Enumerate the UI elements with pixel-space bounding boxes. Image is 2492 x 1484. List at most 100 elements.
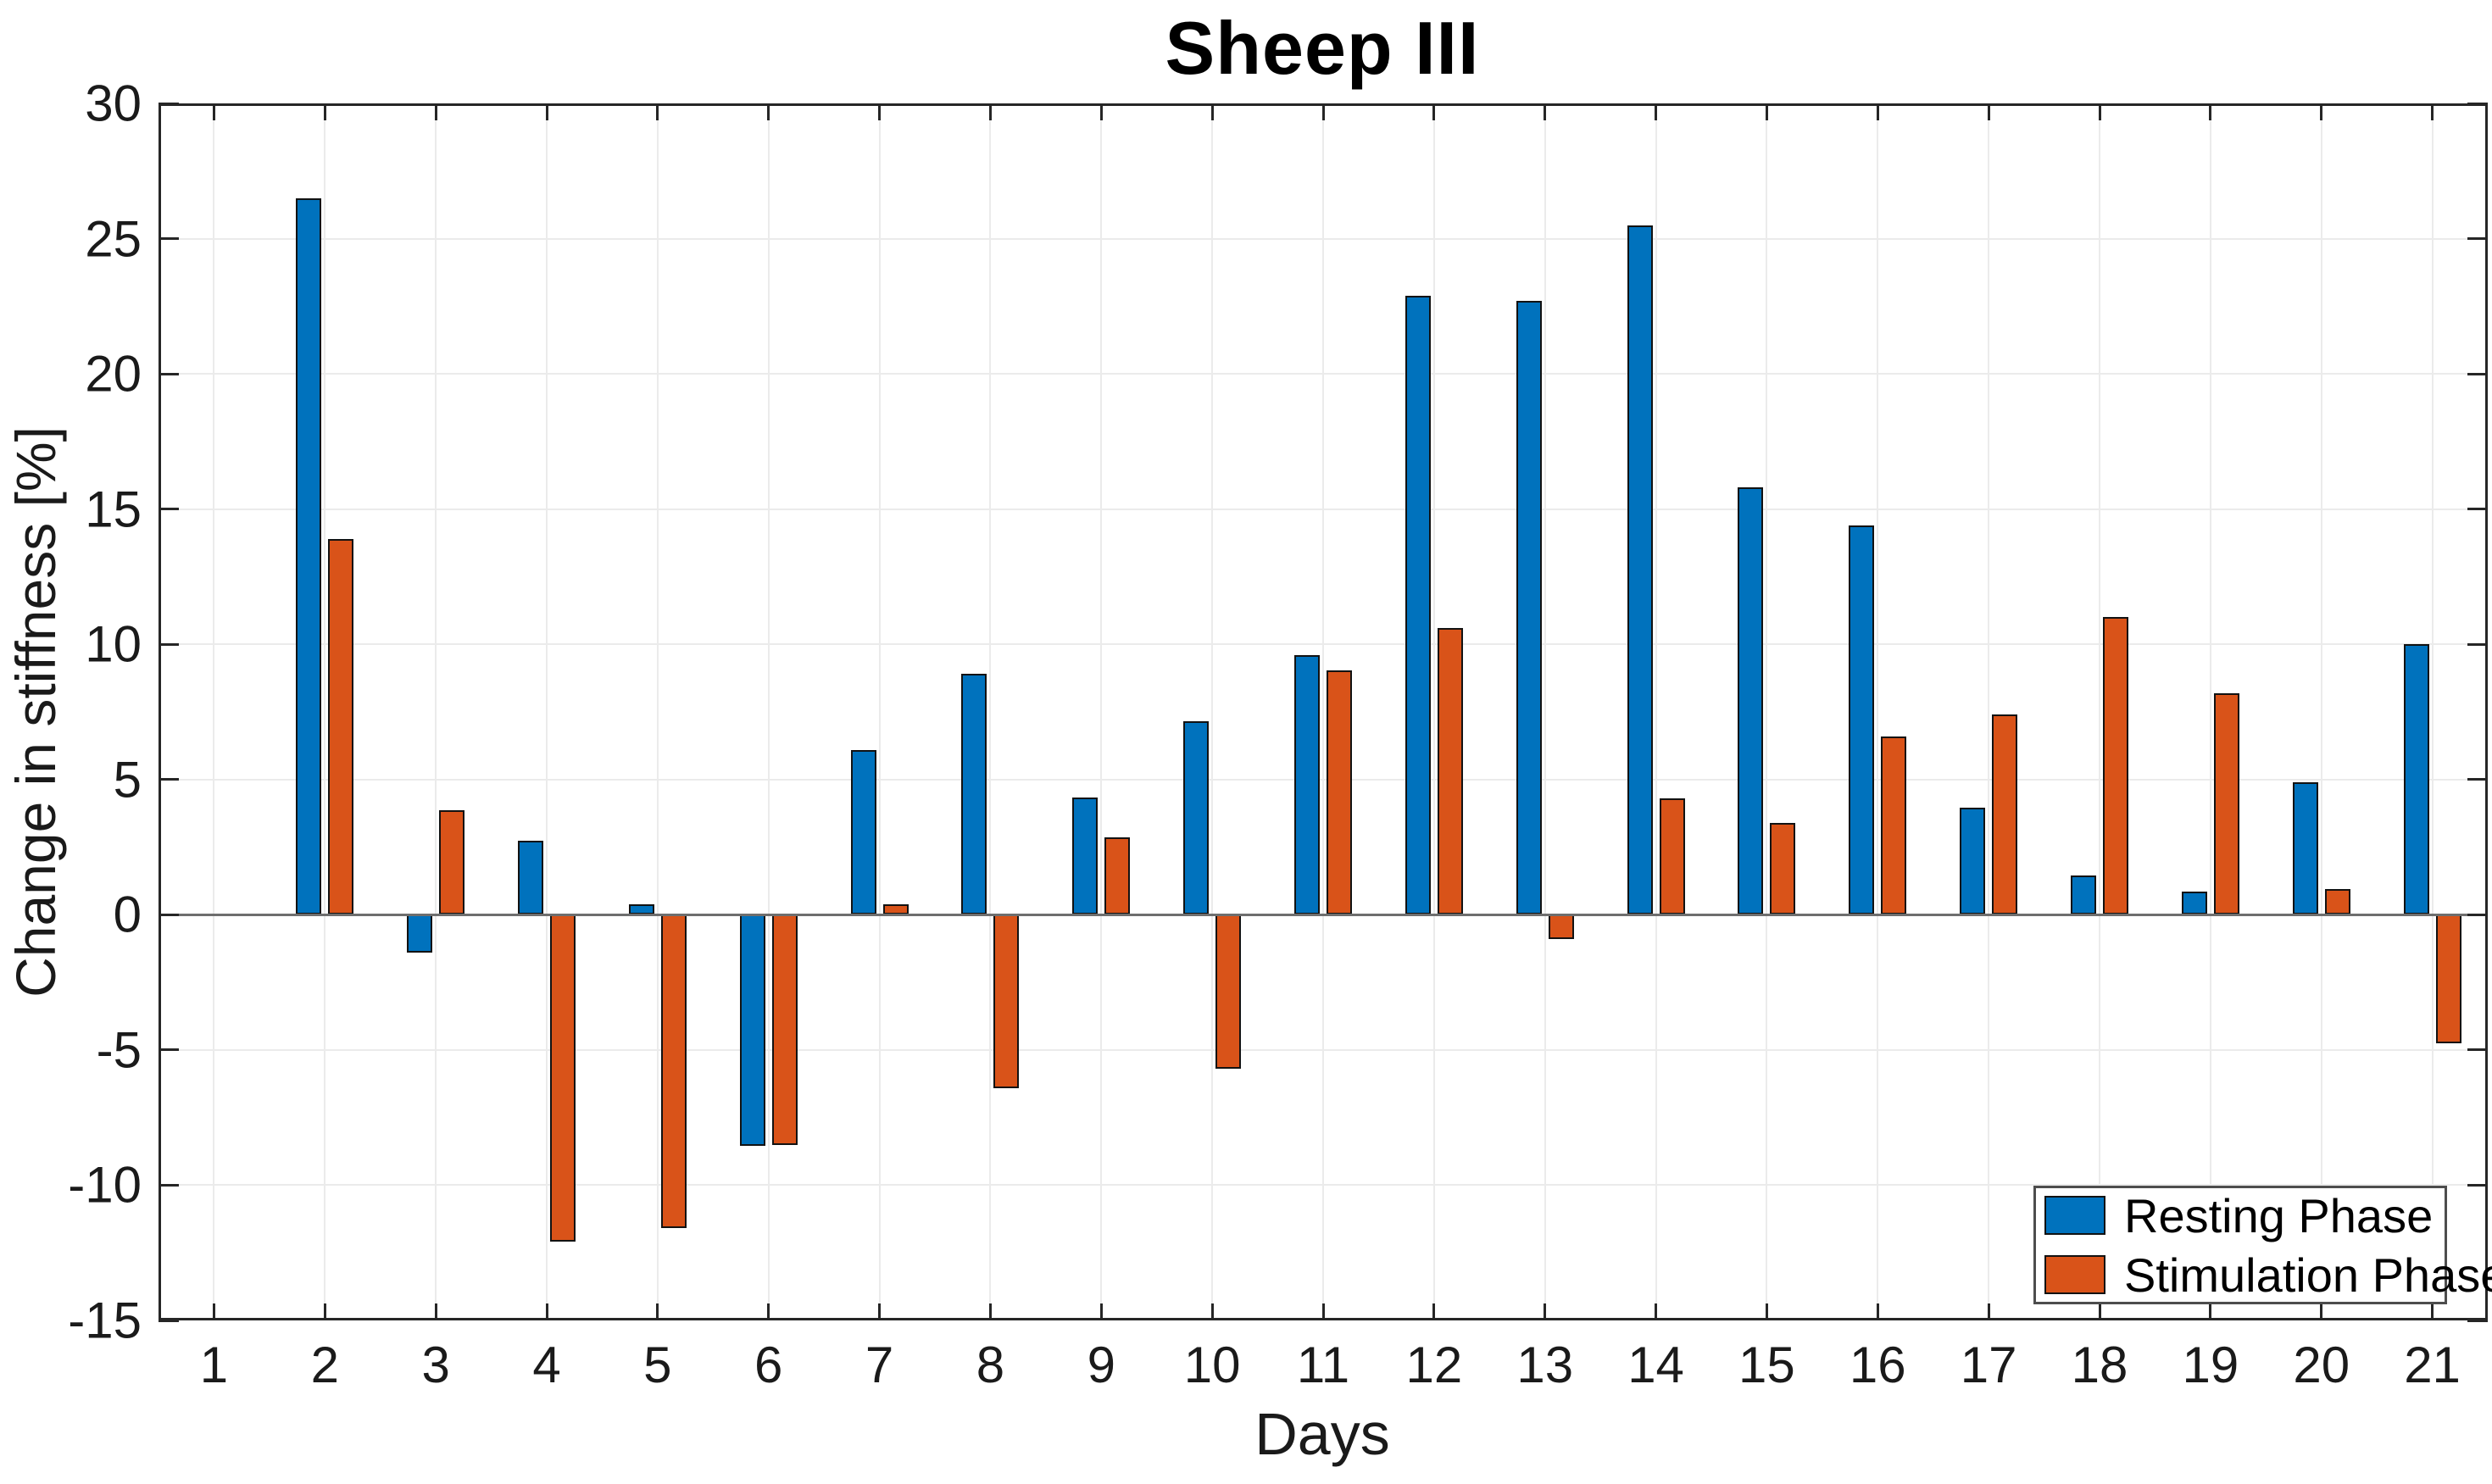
y-tick-label: -5 [96,1021,142,1079]
resting-phase-bar [407,914,433,953]
x-axis-tick [2098,103,2101,120]
resting-phase-bar [1627,225,1653,915]
y-axis-tick [2467,778,2488,781]
resting-phase-bar [2292,781,2318,915]
v-gridline [1766,103,1768,1320]
y-axis-tick [2467,372,2488,375]
x-axis-tick [2209,1303,2212,1320]
stimulation-phase-bar [550,914,576,1242]
x-axis-tick [323,1303,326,1320]
x-tick-label: 18 [2071,1337,2128,1393]
x-axis-tick [988,103,992,120]
v-gridline [2431,103,2434,1320]
x-axis-tick [656,1303,659,1320]
x-tick-label: 21 [2404,1337,2461,1393]
resting-phase-bar [850,749,876,915]
y-axis-tick [159,1183,179,1187]
resting-phase-bar [1183,721,1210,915]
v-gridline [2320,103,2322,1320]
v-gridline [1100,103,1103,1320]
y-axis-tick [159,372,179,375]
y-axis-tick [159,102,179,105]
y-axis-tick [159,1319,179,1322]
x-axis-label: Days [1254,1401,1390,1467]
resting-phase-bar [1072,797,1099,915]
y-axis-tick [159,778,179,781]
x-axis-tick [988,1303,992,1320]
y-axis-tick [2467,1319,2488,1322]
x-tick-label: 9 [1087,1337,1115,1393]
x-axis-tick [1544,1303,1547,1320]
x-axis-tick [2431,103,2434,120]
x-axis-tick [878,1303,882,1320]
x-axis-tick [1765,1303,1768,1320]
x-tick-label: 14 [1627,1337,1684,1393]
y-tick-label: 0 [113,886,142,943]
resting-phase-bar [1294,654,1320,915]
x-tick-label: 12 [1405,1337,1463,1393]
x-axis-tick [1099,103,1103,120]
v-gridline [1544,103,1546,1320]
stimulation-phase-bar [439,810,465,915]
x-tick-label: 19 [2182,1337,2239,1393]
stimulation-phase-bar [1659,798,1685,915]
y-axis-tick [2467,237,2488,241]
x-axis-tick [434,1303,437,1320]
stimulation-phase-bar [1437,628,1463,915]
x-axis-tick [1210,1303,1214,1320]
x-axis-tick [545,1303,548,1320]
y-axis-tick [159,913,179,916]
legend-item-resting: Resting Phase [2044,1189,2436,1242]
x-axis-tick [1765,103,1768,120]
resting-phase-bar [1738,487,1764,915]
x-axis-tick [2098,1303,2101,1320]
x-axis-tick [1099,1303,1103,1320]
v-gridline [1988,103,1990,1320]
x-tick-label: 2 [310,1337,339,1393]
x-axis-tick [1432,1303,1436,1320]
x-axis-tick [2431,1303,2434,1320]
stimulation-phase-bar [328,538,354,915]
y-axis-tick [2467,1183,2488,1187]
v-gridline [546,103,548,1320]
x-axis-tick [2209,103,2212,120]
x-axis-tick [1544,103,1547,120]
chart-title: Sheep III [1165,6,1480,90]
y-tick-label: -10 [68,1156,142,1214]
v-gridline [1655,103,1657,1320]
x-axis-tick [1321,1303,1325,1320]
x-axis-tick [1876,103,1879,120]
y-tick-label: 25 [85,210,142,268]
v-gridline [767,103,770,1320]
resting-phase-bar [518,840,543,915]
resting-phase-bar [2181,892,2207,915]
v-gridline [1877,103,1879,1320]
x-tick-label: 3 [421,1337,450,1393]
resting-phase-bar [1516,300,1542,915]
stimulation-phase-bar [1992,714,2018,915]
x-axis-tick [434,103,437,120]
resting-phase-swatch [2044,1196,2105,1235]
y-axis-tick [2467,508,2488,511]
y-tick-label: 20 [85,345,142,403]
x-axis-tick [656,103,659,120]
x-tick-label: 20 [2293,1337,2350,1393]
x-tick-label: 8 [976,1337,1005,1393]
stimulation-phase-bar [1881,736,1907,915]
stimulation-phase-bar [771,914,798,1145]
x-tick-label: 4 [532,1337,561,1393]
x-axis-tick [878,103,882,120]
x-axis-tick [1210,103,1214,120]
stimulation-phase-bar [1548,914,1574,940]
resting-phase-bar [2403,644,2429,915]
v-gridline [656,103,659,1320]
v-gridline [435,103,437,1320]
y-tick-label: 10 [85,615,142,673]
v-gridline [878,103,881,1320]
y-tick-label: 5 [113,751,142,809]
x-axis-tick [1987,103,1990,120]
x-axis-tick [2320,1303,2323,1320]
x-axis-tick [1321,103,1325,120]
resting-phase-bar [1849,525,1875,915]
y-tick-label: 15 [85,481,142,538]
